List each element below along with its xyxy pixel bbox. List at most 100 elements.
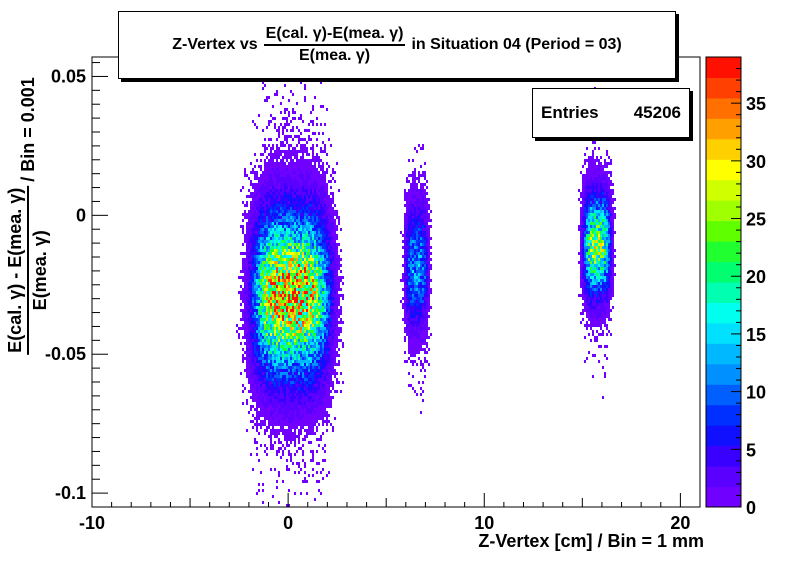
heatmap-cell: [318, 462, 320, 465]
heatmap-cell: [254, 273, 256, 276]
heatmap-cell: [288, 201, 290, 204]
heatmap-cell: [316, 159, 318, 162]
heatmap-cell: [322, 276, 324, 279]
heatmap-cell: [302, 294, 304, 297]
heatmap-cell: [316, 177, 318, 180]
heatmap-cell: [322, 360, 324, 363]
heatmap-cell: [286, 150, 288, 153]
heatmap-cell: [286, 435, 288, 438]
heatmap-cell: [326, 303, 328, 306]
heatmap-cell: [290, 210, 292, 213]
heatmap-cell: [408, 336, 410, 339]
heatmap-cell: [284, 378, 286, 381]
heatmap-cell: [264, 240, 266, 243]
heatmap-cell: [318, 192, 320, 195]
heatmap-cell: [410, 309, 412, 312]
heatmap-cell: [312, 339, 314, 342]
heatmap-cell: [310, 339, 312, 342]
heatmap-cell: [288, 216, 290, 219]
heatmap-cell: [278, 384, 280, 387]
heatmap-cell: [316, 240, 318, 243]
heatmap-cell: [420, 243, 422, 246]
heatmap-cell: [298, 414, 300, 417]
heatmap-cell: [268, 366, 270, 369]
heatmap-cell: [328, 285, 330, 288]
heatmap-cell: [300, 354, 302, 357]
heatmap-cell: [266, 270, 268, 273]
heatmap-cell: [288, 264, 290, 267]
heatmap-cell: [304, 189, 306, 192]
heatmap-cell: [412, 375, 414, 378]
heatmap-cell: [418, 279, 420, 282]
heatmap-cell: [260, 180, 262, 183]
heatmap-cell: [332, 285, 334, 288]
heatmap-cell: [274, 297, 276, 300]
heatmap-cell: [284, 408, 286, 411]
heatmap-cell: [308, 426, 310, 429]
heatmap-cell: [316, 339, 318, 342]
heatmap-cell: [256, 360, 258, 363]
heatmap-cell: [340, 372, 342, 375]
heatmap-cell: [312, 459, 314, 462]
heatmap-cell: [310, 321, 312, 324]
heatmap-cell: [298, 117, 300, 120]
heatmap-cell: [278, 78, 280, 81]
heatmap-cell: [290, 345, 292, 348]
heatmap-cell: [324, 252, 326, 255]
heatmap-cell: [278, 378, 280, 381]
heatmap-cell: [256, 414, 258, 417]
heatmap-cell: [312, 150, 314, 153]
heatmap-cell: [252, 342, 254, 345]
heatmap-cell: [278, 177, 280, 180]
heatmap-cell: [412, 330, 414, 333]
heatmap-cell: [258, 318, 260, 321]
heatmap-cell: [286, 291, 288, 294]
heatmap-cell: [250, 258, 252, 261]
heatmap-cell: [292, 240, 294, 243]
heatmap-cell: [300, 255, 302, 258]
heatmap-cell: [286, 312, 288, 315]
heatmap-cell: [254, 354, 256, 357]
heatmap-cell: [328, 210, 330, 213]
heatmap-cell: [268, 348, 270, 351]
heatmap-cell: [418, 267, 420, 270]
heatmap-cell: [328, 471, 330, 474]
heatmap-cell: [260, 342, 262, 345]
heatmap-cell: [256, 324, 258, 327]
heatmap-cell: [286, 261, 288, 264]
heatmap-cell: [266, 357, 268, 360]
heatmap-cell: [318, 240, 320, 243]
heatmap-cell: [266, 99, 268, 102]
heatmap-cell: [258, 483, 260, 486]
heatmap-cell: [270, 375, 272, 378]
heatmap-cell: [316, 198, 318, 201]
heatmap-cell: [290, 207, 292, 210]
heatmap-cell: [320, 267, 322, 270]
heatmap-cell: [260, 195, 262, 198]
heatmap-cell: [278, 318, 280, 321]
heatmap-cell: [302, 240, 304, 243]
heatmap-cell: [272, 186, 274, 189]
heatmap-cell: [404, 198, 406, 201]
heatmap-cell: [264, 273, 266, 276]
heatmap-cell: [270, 405, 272, 408]
heatmap-cell: [294, 171, 296, 174]
heatmap-cell: [316, 297, 318, 300]
heatmap-cell: [326, 108, 328, 111]
heatmap-cell: [330, 219, 332, 222]
heatmap-cell: [410, 264, 412, 267]
heatmap-cell: [324, 399, 326, 402]
heatmap-cell: [292, 207, 294, 210]
heatmap-cell: [288, 339, 290, 342]
heatmap-cell: [320, 225, 322, 228]
heatmap-cell: [278, 153, 280, 156]
heatmap-cell: [278, 243, 280, 246]
heatmap-cell: [276, 174, 278, 177]
heatmap-cell: [402, 276, 404, 279]
heatmap-cell: [338, 312, 340, 315]
heatmap-cell: [338, 300, 340, 303]
heatmap-cell: [272, 396, 274, 399]
heatmap-cell: [318, 321, 320, 324]
heatmap-cell: [328, 243, 330, 246]
heatmap-cell: [310, 429, 312, 432]
